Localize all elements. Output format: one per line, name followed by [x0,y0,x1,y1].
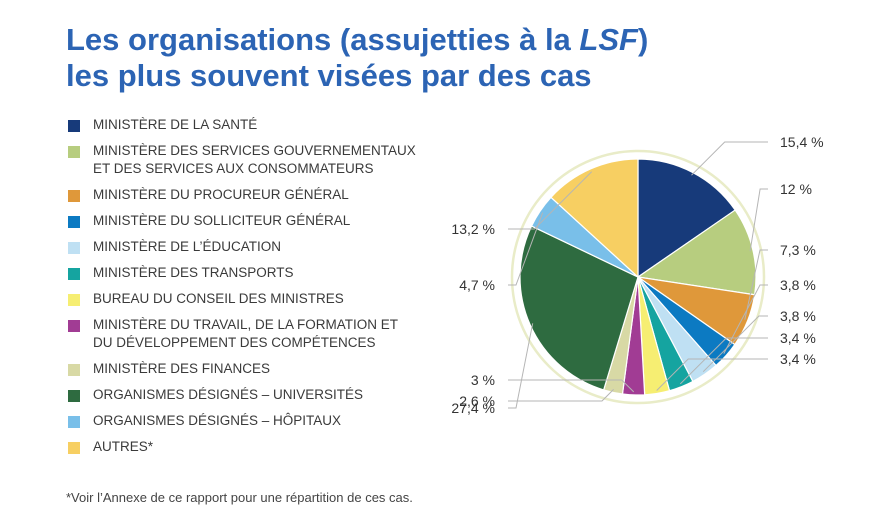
legend-swatch [68,216,80,228]
leader-line [508,323,534,409]
pie-ring [510,149,766,405]
legend-label: ORGANISMES DÉSIGNÉS – UNIVERSITÉS [93,387,364,402]
leader-line [508,212,544,286]
data-label: 3,8 % [780,308,816,324]
leader-line [691,141,768,176]
legend-label: MINISTÈRE DE L’ÉDUCATION [93,239,282,254]
legend-item: MINISTÈRE DE L’ÉDUCATION [68,238,418,256]
data-label: 3 % [471,372,495,388]
data-label: 3,8 % [780,277,816,293]
legend-label: AUTRES* [93,439,154,454]
legend-swatch [68,268,80,280]
legend-label: BUREAU DU CONSEIL DES MINISTRES [93,291,344,306]
leader-line [508,389,614,402]
title-lsf: LSF [579,22,638,57]
legend-swatch [68,242,80,254]
legend-label: ORGANISMES DÉSIGNÉS – HÔPITAUX [93,413,342,428]
legend-item: MINISTÈRE DES FINANCES [68,360,418,378]
data-label: 2,6 % [459,393,495,409]
leader-line [744,249,768,320]
legend-swatch [68,120,80,132]
legend-item: MINISTÈRE DU PROCUREUR GÉNÉRAL [68,186,418,204]
data-label: 4,7 % [459,277,495,293]
legend-swatch [68,390,80,402]
legend-item: MINISTÈRE DU SOLLICITEUR GÉNÉRAL [68,212,418,230]
legend-item: BUREAU DU CONSEIL DES MINISTRES [68,290,418,308]
legend-swatch [68,190,80,202]
legend-swatch [68,294,80,306]
data-label: 3,4 % [780,330,816,346]
pie-slice [550,158,639,279]
legend-item: ORGANISMES DÉSIGNÉS – UNIVERSITÉS [68,386,418,404]
legend-label: MINISTÈRE DU TRAVAIL, DE LA FORMATION ET… [93,317,398,350]
leader-line [508,171,593,230]
data-label: 15,4 % [780,134,824,150]
legend: MINISTÈRE DE LA SANTÉ MINISTÈRE DES SERVI… [68,116,418,464]
chart-title: Les organisations (assujetties à la LSF)… [66,22,649,93]
legend-item: MINISTÈRE DES SERVICES GOUVERNEMENTAUX E… [68,142,418,178]
footnote: *Voir l’Annexe de ce rapport pour une ré… [66,490,413,505]
leader-line [749,188,768,252]
leader-line [508,379,635,393]
legend-label: MINISTÈRE DE LA SANTÉ [93,117,258,132]
data-label: 27,4 % [451,400,495,416]
legend-label: MINISTÈRE DU PROCUREUR GÉNÉRAL [93,187,349,202]
pie-slice [636,209,757,296]
pie-slice [519,225,639,391]
legend-label: MINISTÈRE DES SERVICES GOUVERNEMENTAUX E… [93,143,416,176]
legend-item: MINISTÈRE DE LA SANTÉ [68,116,418,134]
data-label: 3,4 % [780,351,816,367]
pie-slice [637,158,737,279]
legend-swatch [68,146,80,158]
leader-line [656,358,768,391]
legend-item: MINISTÈRE DU TRAVAIL, DE LA FORMATION ET… [68,316,418,352]
data-label: 7,3 % [780,242,816,258]
legend-swatch [68,364,80,376]
legend-swatch [68,442,80,454]
legend-swatch [68,320,80,332]
legend-label: MINISTÈRE DES TRANSPORTS [93,265,294,280]
legend-swatch [68,416,80,428]
leader-line [702,315,768,373]
leader-line [679,337,768,385]
legend-item: AUTRES* [68,438,418,456]
legend-label: MINISTÈRE DU SOLLICITEUR GÉNÉRAL [93,213,351,228]
legend-label: MINISTÈRE DES FINANCES [93,361,271,376]
data-label: 12 % [780,181,812,197]
data-label: 13,2 % [451,221,495,237]
leader-line [723,284,768,354]
legend-item: ORGANISMES DÉSIGNÉS – HÔPITAUX [68,412,418,430]
legend-item: MINISTÈRE DES TRANSPORTS [68,264,418,282]
